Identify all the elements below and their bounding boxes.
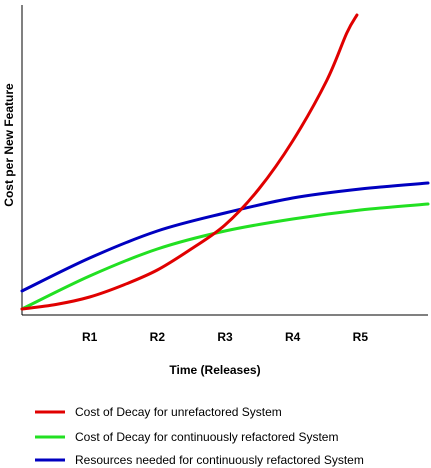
x-tick-label-r2: R2 (150, 330, 166, 344)
series-line-3 (20, 181, 430, 293)
plot-area (21, 5, 428, 316)
series-line-1 (20, 13, 359, 311)
series-lines (20, 13, 430, 311)
x-tick-label-r5: R5 (353, 330, 369, 344)
x-tick-label-r4: R4 (285, 330, 301, 344)
x-axis-title: Time (Releases) (169, 363, 260, 377)
legend: Cost of Decay for unrefactored System Cos… (35, 405, 364, 467)
series-line-2 (20, 202, 430, 311)
x-tick-label-r1: R1 (82, 330, 98, 344)
x-tick-labels: R1 R2 R3 R4 R5 (82, 330, 368, 344)
x-tick-label-r3: R3 (217, 330, 233, 344)
legend-label-1: Cost of Decay for unrefactored System (75, 405, 282, 419)
y-axis-title: Cost per New Feature (2, 83, 16, 207)
legend-label-2: Cost of Decay for continuously refactore… (75, 430, 338, 444)
legend-label-3: Resources needed for continuously refact… (75, 453, 364, 467)
